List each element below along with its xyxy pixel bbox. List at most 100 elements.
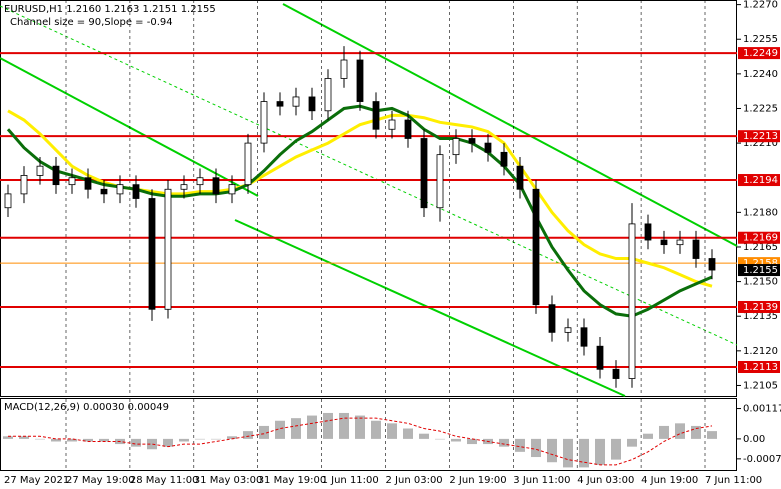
candle-body — [260, 101, 268, 144]
macd-title: MACD(12,26,9) 0.00030 0.00049 — [4, 402, 169, 413]
level-tag — [738, 130, 780, 143]
macd-bar — [147, 438, 157, 450]
candle-body — [276, 101, 284, 107]
candle-body — [292, 96, 300, 107]
macd-bar — [243, 431, 253, 439]
x-tick-label: 28 May 11:00 — [130, 475, 199, 486]
macd-bar — [339, 412, 349, 439]
candle-body — [484, 142, 492, 153]
candle-body — [676, 239, 684, 246]
macd-bar — [131, 438, 141, 447]
macd-bar — [19, 436, 29, 439]
macd-bar — [323, 412, 333, 439]
candle-body — [116, 184, 124, 195]
candle-body — [84, 177, 92, 190]
chart-subtitle: Channel size = 90,Slope = -0.94 — [10, 17, 173, 28]
macd-bar — [547, 438, 557, 463]
macd-bar — [371, 420, 381, 439]
x-tick-label: 31 May 19:00 — [258, 475, 327, 486]
candle-body — [516, 165, 524, 190]
x-tick-label: 27 May 19:00 — [66, 475, 135, 486]
macd-bar — [451, 438, 461, 442]
x-tick-label: 31 May 03:00 — [194, 475, 263, 486]
macd-bar — [35, 438, 45, 440]
macd-y-tick-label: -0.00077 — [743, 454, 781, 465]
candle-body — [68, 177, 76, 186]
candle-body — [436, 154, 444, 209]
x-tick-label: 2 Jun 03:00 — [386, 475, 443, 486]
channel-upper — [282, 3, 738, 247]
macd-bar — [51, 438, 61, 442]
macd-bar — [195, 438, 205, 440]
y-tick-label: 1.2240 — [743, 69, 778, 80]
x-tick-label: 4 Jun 03:00 — [577, 475, 634, 486]
macd-bar — [179, 438, 189, 442]
candle-body — [244, 142, 252, 186]
last-label: 1.2155 — [743, 265, 778, 276]
macd-y-tick-label: 0.00117 — [743, 404, 781, 415]
macd-bar — [307, 415, 317, 439]
candle-body — [420, 138, 428, 209]
macd-bar — [595, 438, 605, 465]
candle-body — [612, 368, 620, 379]
macd-bar — [563, 438, 573, 468]
macd-bar — [403, 428, 413, 439]
level-label: 1.2213 — [743, 131, 778, 142]
channel-upper-old — [0, 57, 259, 197]
candle-body — [52, 165, 60, 186]
macd-bar — [515, 438, 525, 452]
macd-bar — [499, 438, 509, 447]
y-tick-label: 1.2210 — [743, 138, 778, 149]
candle-body — [100, 188, 108, 195]
candle-body — [692, 239, 700, 259]
candle-body — [532, 188, 540, 306]
y-tick-label: 1.2270 — [743, 0, 778, 11]
y-tick-label: 1.2150 — [743, 277, 778, 288]
level-tag — [738, 174, 780, 187]
y-tick-label: 1.2135 — [743, 311, 778, 322]
y-tick-label: 1.2120 — [743, 346, 778, 357]
macd-bar — [531, 438, 541, 458]
candle-body — [468, 138, 476, 144]
level-label: 1.2169 — [743, 233, 778, 244]
macd-bar — [163, 438, 173, 447]
price-panel — [0, 0, 737, 397]
candle-body — [596, 345, 604, 370]
macd-bar — [643, 433, 653, 439]
level-label: 1.2194 — [743, 175, 778, 186]
x-tick-label: 3 Jun 11:00 — [513, 475, 570, 486]
x-tick-label: 7 Jun 11:00 — [705, 475, 762, 486]
level-label: 1.2113 — [743, 362, 778, 373]
macd-bar — [387, 423, 397, 439]
y-tick-label: 1.2165 — [743, 242, 778, 253]
y-tick-label: 1.2225 — [743, 103, 778, 114]
level-label: 1.2139 — [743, 302, 778, 313]
macd-y-tick-label: 0.00 — [743, 434, 765, 445]
candle-body — [148, 198, 156, 310]
macd-bar — [355, 415, 365, 439]
macd-bar — [227, 436, 237, 439]
candle-body — [644, 223, 652, 241]
candle-body — [132, 184, 140, 199]
x-tick-label: 1 Jun 11:00 — [322, 475, 379, 486]
y-tick-label: 1.2105 — [743, 380, 778, 391]
macd-bar — [291, 418, 301, 439]
candle-body — [404, 119, 412, 139]
level-tag — [738, 360, 780, 373]
level-tag — [738, 231, 780, 244]
macd-bar — [83, 438, 93, 442]
candle-body — [196, 177, 204, 186]
candle-body — [356, 59, 364, 102]
macd-bar — [3, 436, 13, 439]
macd-bar — [99, 438, 109, 442]
candle-body — [660, 239, 668, 246]
macd-bar — [579, 438, 589, 468]
candle-body — [372, 101, 380, 130]
candle-body — [20, 175, 28, 195]
chart-title: EURUSD,H1 1.2160 1.2163 1.2151 1.2155 — [4, 4, 216, 15]
level-tag — [738, 47, 780, 60]
macd-bar — [659, 425, 669, 439]
macd-bar — [67, 438, 77, 442]
candle-body — [548, 304, 556, 333]
